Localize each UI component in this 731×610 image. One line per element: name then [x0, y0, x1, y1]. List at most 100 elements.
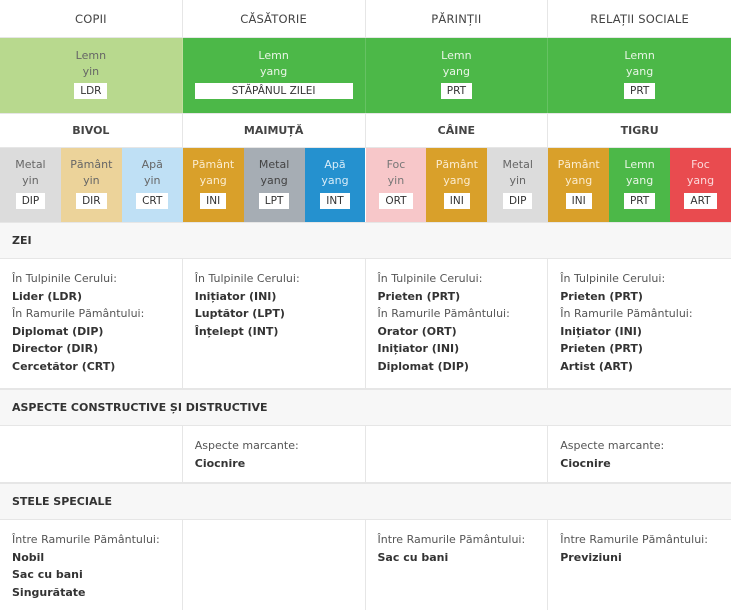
branch-element: Lemn	[624, 158, 655, 171]
aspect-label: Aspecte marcante:	[560, 439, 665, 452]
branch-group: Pământ yang INI Lemn yang PRT Foc yang A…	[548, 148, 731, 222]
stem-cell: Lemn yang PRT	[548, 38, 731, 113]
branch-polarity: yin	[387, 174, 405, 187]
aspect-cell: Aspecte marcante: Ciocnire	[548, 426, 731, 482]
star-label: Între Ramurile Pământului:	[377, 533, 526, 546]
branch-element: Apă	[324, 158, 346, 171]
branch-polarity: yin	[83, 174, 100, 187]
animal-name: MAIMUȚĂ	[183, 114, 366, 147]
section-title: ASPECTE CONSTRUCTIVE ȘI DISTRUCTIVE	[0, 389, 731, 426]
deity-item: Inițiator (INI)	[194, 289, 277, 303]
deity-item: Cercetător (CRT)	[12, 359, 116, 373]
section-title: ZEI	[0, 222, 731, 259]
deity-item: Inițiator (INI)	[560, 324, 642, 338]
star-item: Nobil	[12, 550, 45, 564]
branch-group: Pământ yang INI Metal yang LPT Apă yang …	[182, 148, 366, 222]
stem-cell: Lemn yin LDR	[0, 38, 183, 113]
stem-element: Lemn	[75, 49, 107, 62]
branch-cell: Pământ yang INI	[426, 148, 488, 222]
branch-polarity: yang	[565, 174, 593, 187]
branch-label: În Ramurile Pământului:	[377, 307, 510, 320]
stem-cell: Lemn yang STĂPÂNUL ZILEI	[182, 38, 366, 113]
branch-tag: INI	[200, 193, 227, 209]
animal-name: TIGRU	[620, 124, 659, 137]
deity-item: Inițiator (INI)	[377, 342, 460, 355]
branch-cell: Pământ yin DIR	[60, 148, 122, 222]
deity-item: Luptător (LPT)	[194, 307, 285, 320]
branch-tag: ART	[684, 193, 717, 209]
branch-tag: DIR	[76, 193, 107, 209]
branch-tag: LPT	[258, 193, 290, 209]
branch-polarity: yin	[143, 174, 161, 187]
branch-tag: ORT	[379, 193, 413, 209]
star-cell	[183, 520, 366, 610]
stem-tag: LDR	[74, 83, 108, 99]
zei-cell: În Tulpinile Cerului: Prieten (PRT) În R…	[548, 259, 731, 388]
deity-item: Director (DIR)	[12, 342, 99, 355]
pillar-header: PĂRINȚII	[366, 0, 549, 37]
branch-cell: Pământ yang INI	[548, 148, 610, 222]
branch-cell: Pământ yang INI	[182, 148, 244, 222]
branch-cell: Lemn yang PRT	[609, 148, 671, 222]
branch-cell: Foc yang ART	[670, 148, 731, 222]
animal-row: BIVOL MAIMUȚĂ CÂINE TIGRU	[0, 113, 731, 148]
section-zei-row: În Tulpinile Cerului: Lider (LDR) În Ram…	[0, 259, 731, 389]
stem-label: În Tulpinile Cerului:	[377, 272, 483, 285]
stem-label: În Tulpinile Cerului:	[194, 272, 300, 285]
star-item: Previziuni	[560, 550, 622, 564]
deity-item: Diplomat (DIP)	[12, 324, 104, 338]
zei-cell: În Tulpinile Cerului: Prieten (PRT) În R…	[366, 259, 549, 388]
aspect-item: Ciocnire	[194, 456, 246, 470]
stem-polarity: yin	[82, 65, 100, 78]
animal-name: CÂINE	[366, 114, 549, 147]
stem-element: Lemn	[258, 49, 289, 62]
stem-label: În Tulpinile Cerului:	[12, 272, 117, 285]
deity-item: Prieten (PRT)	[377, 289, 461, 303]
star-cell: Între Ramurile Pământului: Sac cu bani	[366, 520, 549, 610]
aspect-cell	[366, 426, 549, 482]
stem-polarity: yang	[260, 65, 288, 78]
pillar-header: CĂSĂTORIE	[183, 0, 366, 37]
branch-polarity: yang	[260, 174, 288, 187]
branch-element: Metal	[502, 158, 533, 171]
star-item: Singurătate	[12, 585, 86, 599]
branch-element: Apă	[141, 158, 163, 171]
pillar-header: RELAȚII SOCIALE	[590, 11, 689, 26]
stem-tag: STĂPÂNUL ZILEI	[194, 83, 353, 99]
section-aspecte-row: Aspecte marcante: Ciocnire Aspecte marca…	[0, 426, 731, 483]
deity-item: Prieten (PRT)	[560, 342, 643, 355]
branch-polarity: yang	[686, 174, 715, 187]
section-stele-row: Între Ramurile Pământului: Nobil Sac cu …	[0, 520, 731, 610]
branch-cell: Apă yang INT	[304, 148, 366, 222]
deity-item: Artist (ART)	[560, 359, 633, 373]
branch-tag: DIP	[15, 193, 46, 209]
branch-element: Foc	[691, 158, 710, 171]
branch-element: Foc	[386, 158, 406, 171]
stem-tag: PRT	[440, 83, 473, 99]
branch-polarity: yin	[509, 174, 526, 187]
branch-element: Pământ	[557, 158, 600, 171]
branch-group: Metal yin DIP Pământ yin DIR Apă yin CRT	[0, 148, 183, 222]
branch-tag: INI	[565, 193, 592, 209]
branch-cell: Metal yin DIP	[0, 148, 61, 222]
aspect-cell	[0, 426, 183, 482]
branch-polarity: yin	[22, 174, 39, 187]
deity-item: Orator (ORT)	[377, 324, 457, 338]
deity-item: Înțelept (INT)	[194, 324, 279, 338]
branch-cell: Metal yang LPT	[243, 148, 305, 222]
branch-cell: Foc yin ORT	[365, 148, 427, 222]
aspect-item: Ciocnire	[560, 456, 611, 470]
section-title: STELE SPECIALE	[0, 483, 731, 520]
stem-element: Lemn	[441, 49, 472, 62]
aspect-cell: Aspecte marcante: Ciocnire	[183, 426, 366, 482]
branch-element: Pământ	[192, 158, 235, 171]
deity-item: Prieten (PRT)	[560, 289, 643, 303]
heavenly-stem-row: Lemn yin LDR Lemn yang STĂPÂNUL ZILEI Le…	[0, 38, 731, 113]
pillar-header: COPII	[0, 0, 183, 37]
branch-element: Pământ	[435, 158, 478, 171]
branch-polarity: yang	[625, 174, 654, 187]
branch-element: Pământ	[70, 158, 113, 171]
branch-element: Metal	[15, 158, 46, 171]
branch-group: Foc yin ORT Pământ yang INI Metal yin DI…	[365, 148, 549, 222]
